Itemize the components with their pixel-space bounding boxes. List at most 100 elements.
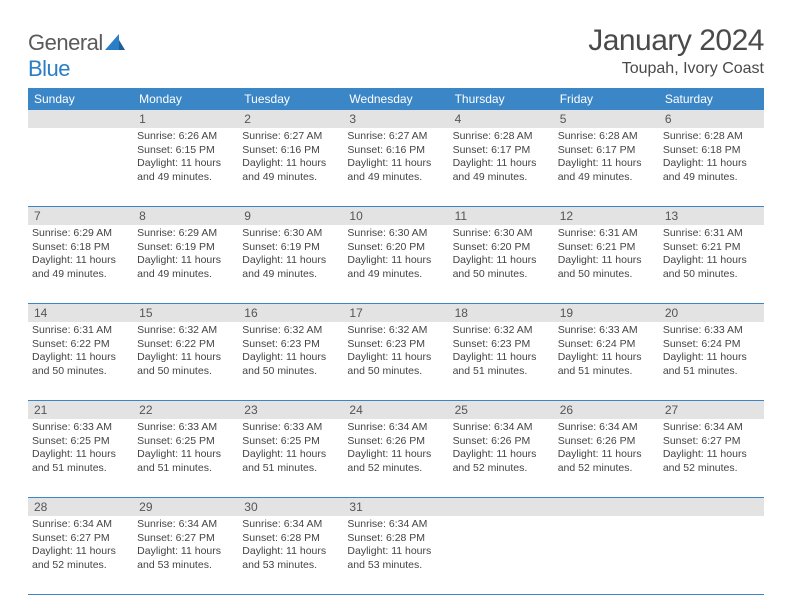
day-number	[554, 498, 659, 516]
day-number: 11	[449, 207, 554, 225]
day-cell: Sunrise: 6:32 AMSunset: 6:22 PMDaylight:…	[133, 322, 238, 400]
sunrise-line: Sunrise: 6:31 AM	[663, 227, 760, 241]
sunrise-line: Sunrise: 6:32 AM	[242, 324, 339, 338]
daylight-line: Daylight: 11 hours and 51 minutes.	[32, 448, 129, 475]
day-cell: Sunrise: 6:34 AMSunset: 6:28 PMDaylight:…	[343, 516, 448, 594]
day-number: 7	[28, 207, 133, 225]
day-number: 14	[28, 304, 133, 322]
day-cell: Sunrise: 6:30 AMSunset: 6:20 PMDaylight:…	[343, 225, 448, 303]
daylight-line: Daylight: 11 hours and 51 minutes.	[663, 351, 760, 378]
sunset-line: Sunset: 6:26 PM	[558, 435, 655, 449]
day-cell: Sunrise: 6:29 AMSunset: 6:18 PMDaylight:…	[28, 225, 133, 303]
sunrise-line: Sunrise: 6:34 AM	[347, 421, 444, 435]
day-cell: Sunrise: 6:28 AMSunset: 6:17 PMDaylight:…	[554, 128, 659, 206]
daylight-line: Daylight: 11 hours and 50 minutes.	[32, 351, 129, 378]
daylight-line: Daylight: 11 hours and 49 minutes.	[137, 254, 234, 281]
sunset-line: Sunset: 6:25 PM	[137, 435, 234, 449]
day-cell: Sunrise: 6:31 AMSunset: 6:21 PMDaylight:…	[554, 225, 659, 303]
sunrise-line: Sunrise: 6:30 AM	[242, 227, 339, 241]
daylight-line: Daylight: 11 hours and 52 minutes.	[453, 448, 550, 475]
sunset-line: Sunset: 6:21 PM	[558, 241, 655, 255]
sunrise-line: Sunrise: 6:32 AM	[137, 324, 234, 338]
daylight-line: Daylight: 11 hours and 50 minutes.	[242, 351, 339, 378]
sunset-line: Sunset: 6:26 PM	[453, 435, 550, 449]
day-number-row: 78910111213	[28, 207, 764, 225]
sunset-line: Sunset: 6:22 PM	[137, 338, 234, 352]
day-cell: Sunrise: 6:33 AMSunset: 6:24 PMDaylight:…	[659, 322, 764, 400]
day-number: 21	[28, 401, 133, 419]
day-number: 23	[238, 401, 343, 419]
day-cell: Sunrise: 6:31 AMSunset: 6:22 PMDaylight:…	[28, 322, 133, 400]
weekday-header: Sunday	[28, 88, 133, 110]
sunset-line: Sunset: 6:16 PM	[347, 144, 444, 158]
week-row: Sunrise: 6:29 AMSunset: 6:18 PMDaylight:…	[28, 225, 764, 304]
day-cell: Sunrise: 6:26 AMSunset: 6:15 PMDaylight:…	[133, 128, 238, 206]
sunrise-line: Sunrise: 6:32 AM	[347, 324, 444, 338]
day-cell: Sunrise: 6:32 AMSunset: 6:23 PMDaylight:…	[449, 322, 554, 400]
daylight-line: Daylight: 11 hours and 51 minutes.	[558, 351, 655, 378]
day-number: 22	[133, 401, 238, 419]
sunrise-line: Sunrise: 6:34 AM	[453, 421, 550, 435]
sunrise-line: Sunrise: 6:34 AM	[137, 518, 234, 532]
daylight-line: Daylight: 11 hours and 51 minutes.	[453, 351, 550, 378]
sunset-line: Sunset: 6:26 PM	[347, 435, 444, 449]
day-number-row: 123456	[28, 110, 764, 128]
day-cell	[28, 128, 133, 206]
sunrise-line: Sunrise: 6:28 AM	[558, 130, 655, 144]
day-number: 2	[238, 110, 343, 128]
sunset-line: Sunset: 6:23 PM	[347, 338, 444, 352]
day-cell: Sunrise: 6:27 AMSunset: 6:16 PMDaylight:…	[343, 128, 448, 206]
sunrise-line: Sunrise: 6:26 AM	[137, 130, 234, 144]
day-number-row: 28293031	[28, 498, 764, 516]
day-number	[28, 110, 133, 128]
day-number: 15	[133, 304, 238, 322]
day-cell: Sunrise: 6:34 AMSunset: 6:27 PMDaylight:…	[659, 419, 764, 497]
day-cell: Sunrise: 6:28 AMSunset: 6:18 PMDaylight:…	[659, 128, 764, 206]
week-row: Sunrise: 6:31 AMSunset: 6:22 PMDaylight:…	[28, 322, 764, 401]
logo-text: GeneralBlue	[28, 30, 125, 82]
weekday-header: Wednesday	[343, 88, 448, 110]
day-cell	[449, 516, 554, 594]
week-row: Sunrise: 6:34 AMSunset: 6:27 PMDaylight:…	[28, 516, 764, 595]
day-number	[449, 498, 554, 516]
day-cell: Sunrise: 6:30 AMSunset: 6:19 PMDaylight:…	[238, 225, 343, 303]
sunset-line: Sunset: 6:24 PM	[663, 338, 760, 352]
daylight-line: Daylight: 11 hours and 53 minutes.	[242, 545, 339, 572]
day-number: 25	[449, 401, 554, 419]
daylight-line: Daylight: 11 hours and 53 minutes.	[347, 545, 444, 572]
day-cell: Sunrise: 6:34 AMSunset: 6:26 PMDaylight:…	[554, 419, 659, 497]
sunset-line: Sunset: 6:23 PM	[242, 338, 339, 352]
sunrise-line: Sunrise: 6:27 AM	[347, 130, 444, 144]
day-cell: Sunrise: 6:31 AMSunset: 6:21 PMDaylight:…	[659, 225, 764, 303]
sunrise-line: Sunrise: 6:29 AM	[137, 227, 234, 241]
day-number: 3	[343, 110, 448, 128]
day-cell	[659, 516, 764, 594]
weekday-header: Friday	[554, 88, 659, 110]
day-number	[659, 498, 764, 516]
daylight-line: Daylight: 11 hours and 50 minutes.	[137, 351, 234, 378]
day-number: 27	[659, 401, 764, 419]
day-number: 5	[554, 110, 659, 128]
day-number: 24	[343, 401, 448, 419]
sunset-line: Sunset: 6:20 PM	[453, 241, 550, 255]
sunrise-line: Sunrise: 6:29 AM	[32, 227, 129, 241]
weekday-header-row: SundayMondayTuesdayWednesdayThursdayFrid…	[28, 88, 764, 110]
daylight-line: Daylight: 11 hours and 49 minutes.	[347, 157, 444, 184]
day-number: 1	[133, 110, 238, 128]
sunset-line: Sunset: 6:24 PM	[558, 338, 655, 352]
week-row: Sunrise: 6:33 AMSunset: 6:25 PMDaylight:…	[28, 419, 764, 498]
day-cell: Sunrise: 6:34 AMSunset: 6:26 PMDaylight:…	[449, 419, 554, 497]
daylight-line: Daylight: 11 hours and 52 minutes.	[663, 448, 760, 475]
day-number: 30	[238, 498, 343, 516]
sunrise-line: Sunrise: 6:34 AM	[32, 518, 129, 532]
daylight-line: Daylight: 11 hours and 50 minutes.	[453, 254, 550, 281]
weekday-header: Saturday	[659, 88, 764, 110]
day-cell: Sunrise: 6:30 AMSunset: 6:20 PMDaylight:…	[449, 225, 554, 303]
day-cell: Sunrise: 6:33 AMSunset: 6:24 PMDaylight:…	[554, 322, 659, 400]
sunset-line: Sunset: 6:17 PM	[558, 144, 655, 158]
daylight-line: Daylight: 11 hours and 49 minutes.	[137, 157, 234, 184]
day-number: 19	[554, 304, 659, 322]
day-cell: Sunrise: 6:33 AMSunset: 6:25 PMDaylight:…	[133, 419, 238, 497]
daylight-line: Daylight: 11 hours and 50 minutes.	[663, 254, 760, 281]
daylight-line: Daylight: 11 hours and 49 minutes.	[558, 157, 655, 184]
